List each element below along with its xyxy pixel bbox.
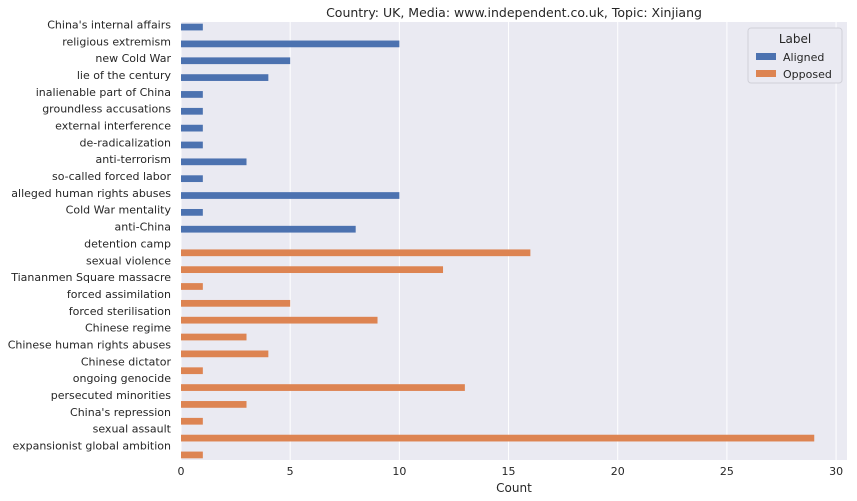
bar-aligned [181,107,203,115]
y-tick-label: external interference [55,120,171,133]
bar-opposed [181,299,291,307]
y-tick-label: Chinese human rights abuses [8,339,172,352]
legend-swatch-aligned [756,53,776,60]
bar-opposed [181,401,247,408]
y-tick-label: expansionist global ambition [13,440,172,453]
y-tick-label: alleged human rights abuses [11,187,171,200]
bar-opposed [181,249,531,257]
y-tick-label: forced assimilation [67,288,171,301]
bar-aligned [181,141,203,149]
x-tick-label: 10 [392,465,406,478]
legend-box [747,27,843,84]
bar-opposed [181,384,465,391]
y-tick-label: sexual violence [86,254,171,267]
x-tick-label: 30 [829,465,843,478]
bar-aligned [181,57,291,65]
x-tick-labels: 0 5 10 15 20 25 30 [178,465,844,478]
bar-opposed [181,350,269,358]
x-tick-label: 15 [502,465,516,478]
x-tick-label: 25 [720,465,734,478]
bar-aligned [181,74,269,81]
y-tick-label: inalienable part of China [36,86,171,99]
legend-title: Label [779,32,811,46]
x-tick-label: 0 [178,465,185,478]
legend-items: Aligned Opposed [756,51,832,81]
legend-swatch-opposed [756,70,776,77]
bar-opposed [181,451,203,459]
y-tick-label: religious extremism [62,35,171,48]
bar-opposed [181,367,203,375]
bar-opposed [181,266,444,274]
y-tick-label: Chinese dictator [81,355,172,368]
bar-opposed [181,417,203,425]
y-tick-label: forced sterilisation [69,305,171,318]
x-tick-label: 20 [611,465,625,478]
y-tick-label: Cold War mentality [66,204,172,217]
y-tick-label: Tiananmen Square massacre [10,271,171,284]
y-tick-labels: China's internal affairs religious extrem… [8,18,172,452]
bar-opposed [181,333,247,341]
y-tick-label: new Cold War [95,52,171,65]
bar-opposed [181,283,203,290]
chart-title: Country: UK, Media: www.independent.co.u… [326,5,702,20]
y-tick-label: anti-China [115,221,171,234]
plot-background [181,22,847,460]
legend-label-opposed: Opposed [783,68,832,81]
y-tick-label: China's repression [70,406,171,419]
x-tick-label: 5 [287,465,294,478]
bar-aligned [181,208,203,216]
x-axis-label: Count [496,481,532,495]
bar-aligned [181,175,203,183]
grid-lines [180,22,837,460]
y-tick-label: anti-terrorism [96,153,172,166]
bar-aligned [181,158,247,166]
legend: Label Aligned Opposed [747,27,843,84]
bar-opposed [181,434,815,442]
y-tick-label: ongoing genocide [73,372,171,385]
y-tick-label: persecuted minorities [51,389,172,402]
y-tick-label: Chinese regime [85,322,171,335]
y-tick-label: China's internal affairs [47,18,171,31]
bar-aligned [181,23,203,31]
bar-aligned [181,225,356,233]
legend-label-aligned: Aligned [783,51,824,64]
y-tick-label: so-called forced labor [52,170,171,183]
y-tick-label: sexual assault [93,423,172,436]
bars [181,23,815,459]
y-tick-label: detention camp [84,237,171,250]
bar-opposed [181,316,378,324]
bar-aligned [181,40,400,48]
y-tick-label: de-radicalization [79,136,171,149]
bar-aligned [181,192,400,199]
bar-aligned [181,91,203,98]
y-tick-label: lie of the century [77,69,172,82]
bar-aligned [181,124,203,132]
y-tick-label: groundless accusations [42,103,171,116]
